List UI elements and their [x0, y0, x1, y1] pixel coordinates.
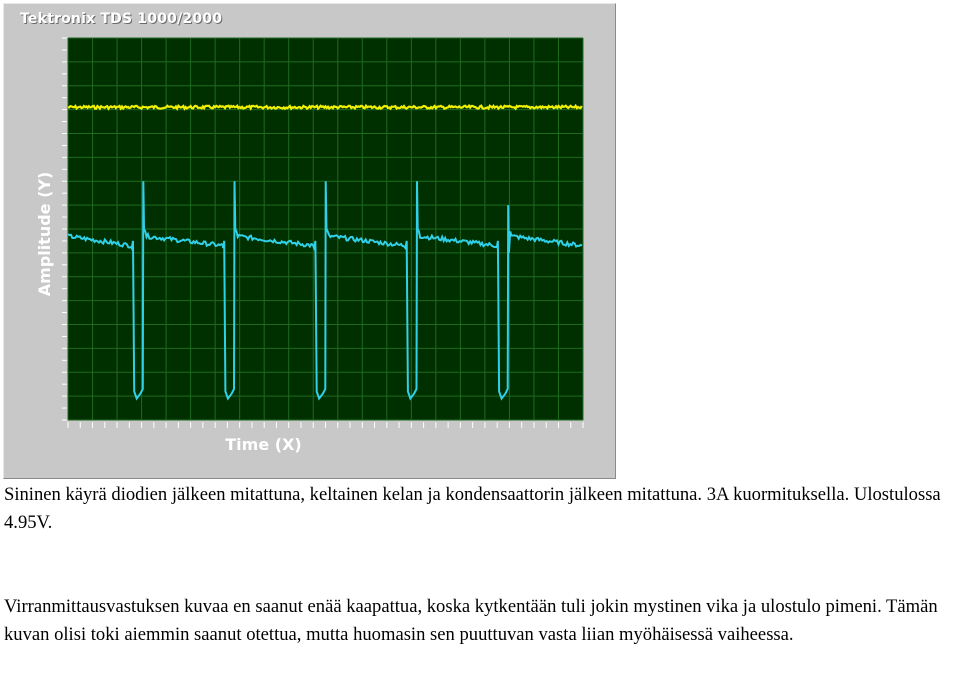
scope-title: Tektronix TDS 1000/2000: [20, 11, 223, 27]
caption-paragraph-2: Virranmittausvastuksen kuvaa en saanut e…: [4, 596, 938, 645]
caption-paragraph-1: Sininen käyrä diodien jälkeen mitattuna,…: [4, 484, 941, 533]
yellow-trace-line: [67, 103, 583, 111]
axis-ticks: [62, 37, 584, 428]
grid: [67, 37, 584, 421]
cyan-trace-line: [67, 181, 583, 401]
oscilloscope-panel: Tektronix TDS 1000/2000 Amplitude (Y) Ti…: [3, 3, 616, 479]
x-axis-label: Time (X): [225, 435, 301, 454]
y-axis-label: Amplitude (Y): [35, 172, 54, 297]
scope-chart: Amplitude (Y) Time (X): [35, 37, 584, 454]
